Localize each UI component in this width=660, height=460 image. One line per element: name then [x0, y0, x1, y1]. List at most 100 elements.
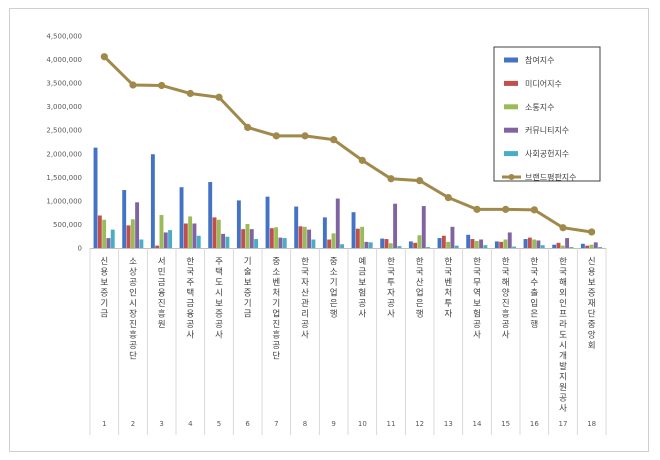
- bar: [560, 245, 565, 248]
- bar: [569, 247, 574, 248]
- bar: [450, 226, 455, 248]
- bar: [322, 217, 327, 248]
- bar: [388, 243, 393, 248]
- y-tick-label: 2,000,000: [46, 150, 82, 158]
- line-marker: [588, 228, 596, 236]
- line-marker: [158, 81, 166, 90]
- legend-line-marker: [508, 174, 515, 180]
- bar: [192, 223, 197, 248]
- bar: [254, 239, 259, 248]
- line-marker: [330, 136, 338, 144]
- category-rank-label: 9: [331, 420, 335, 428]
- bar: [163, 232, 168, 248]
- bar: [397, 246, 402, 248]
- bar: [355, 228, 360, 248]
- bar: [241, 229, 246, 248]
- category-rank-label: 16: [530, 420, 539, 428]
- bar: [408, 241, 413, 248]
- bar: [479, 239, 484, 248]
- bar: [580, 243, 585, 248]
- bar: [589, 244, 594, 248]
- category-rank-label: 1: [102, 420, 106, 428]
- bar: [503, 239, 508, 248]
- bar: [413, 242, 418, 248]
- bar: [307, 229, 312, 248]
- bar: [393, 203, 398, 248]
- bar: [512, 246, 517, 248]
- category-rank-label: 17: [559, 420, 568, 428]
- bar: [216, 219, 221, 248]
- category-rank-label: 18: [587, 420, 596, 428]
- y-tick-label: 0: [78, 245, 82, 253]
- bar: [102, 219, 107, 248]
- bar: [155, 245, 160, 248]
- bar: [298, 226, 303, 248]
- line-marker: [416, 177, 424, 185]
- bar: [93, 147, 98, 248]
- bar: [470, 239, 475, 248]
- bar: [311, 239, 316, 248]
- legend-swatch: [504, 80, 518, 86]
- bar: [188, 216, 193, 248]
- bar: [150, 154, 155, 248]
- line-series-brand-reputation: [103, 55, 592, 234]
- bar: [417, 235, 422, 248]
- line-marker: [444, 193, 452, 202]
- y-tick-label: 500,000: [53, 221, 82, 229]
- bar: [265, 196, 270, 248]
- line-marker: [530, 206, 538, 214]
- bar: [135, 202, 140, 248]
- bar: [183, 223, 188, 248]
- y-tick-label: 3,500,000: [46, 80, 82, 88]
- bar: [536, 240, 541, 248]
- bar: [168, 230, 173, 248]
- bar: [212, 217, 217, 248]
- bar: [106, 238, 111, 248]
- bar: [225, 236, 230, 248]
- bar: [269, 228, 274, 248]
- bar: [340, 244, 345, 248]
- line-marker: [215, 93, 223, 101]
- bar: [499, 241, 504, 248]
- category-rank-label: 4: [188, 420, 193, 428]
- bar: [249, 229, 254, 248]
- line-marker: [387, 175, 395, 183]
- bar: [97, 215, 102, 248]
- bar: [446, 241, 451, 248]
- bar: [466, 234, 471, 248]
- legend-swatch: [504, 127, 518, 133]
- category-rank-label: 7: [274, 420, 278, 428]
- bar: [565, 238, 570, 248]
- category-rank-label: 14: [473, 420, 482, 428]
- line-marker: [100, 53, 108, 61]
- bar: [126, 225, 131, 248]
- bar: [294, 206, 299, 248]
- legend-label: 사회공헌지수: [525, 150, 569, 159]
- bar: [380, 238, 385, 248]
- legend-label: 커뮤니티지수: [525, 125, 569, 135]
- y-tick-label: 3,000,000: [46, 103, 82, 111]
- category-rank-label: 2: [131, 420, 135, 428]
- bar: [507, 232, 512, 248]
- bar: [208, 182, 213, 248]
- category-rank-label: 3: [159, 420, 163, 428]
- legend-label: 소통지수: [525, 103, 554, 112]
- bar: [221, 233, 226, 248]
- bar: [364, 241, 369, 248]
- bar: [523, 239, 528, 248]
- bar: [236, 200, 241, 248]
- bar: [196, 235, 201, 248]
